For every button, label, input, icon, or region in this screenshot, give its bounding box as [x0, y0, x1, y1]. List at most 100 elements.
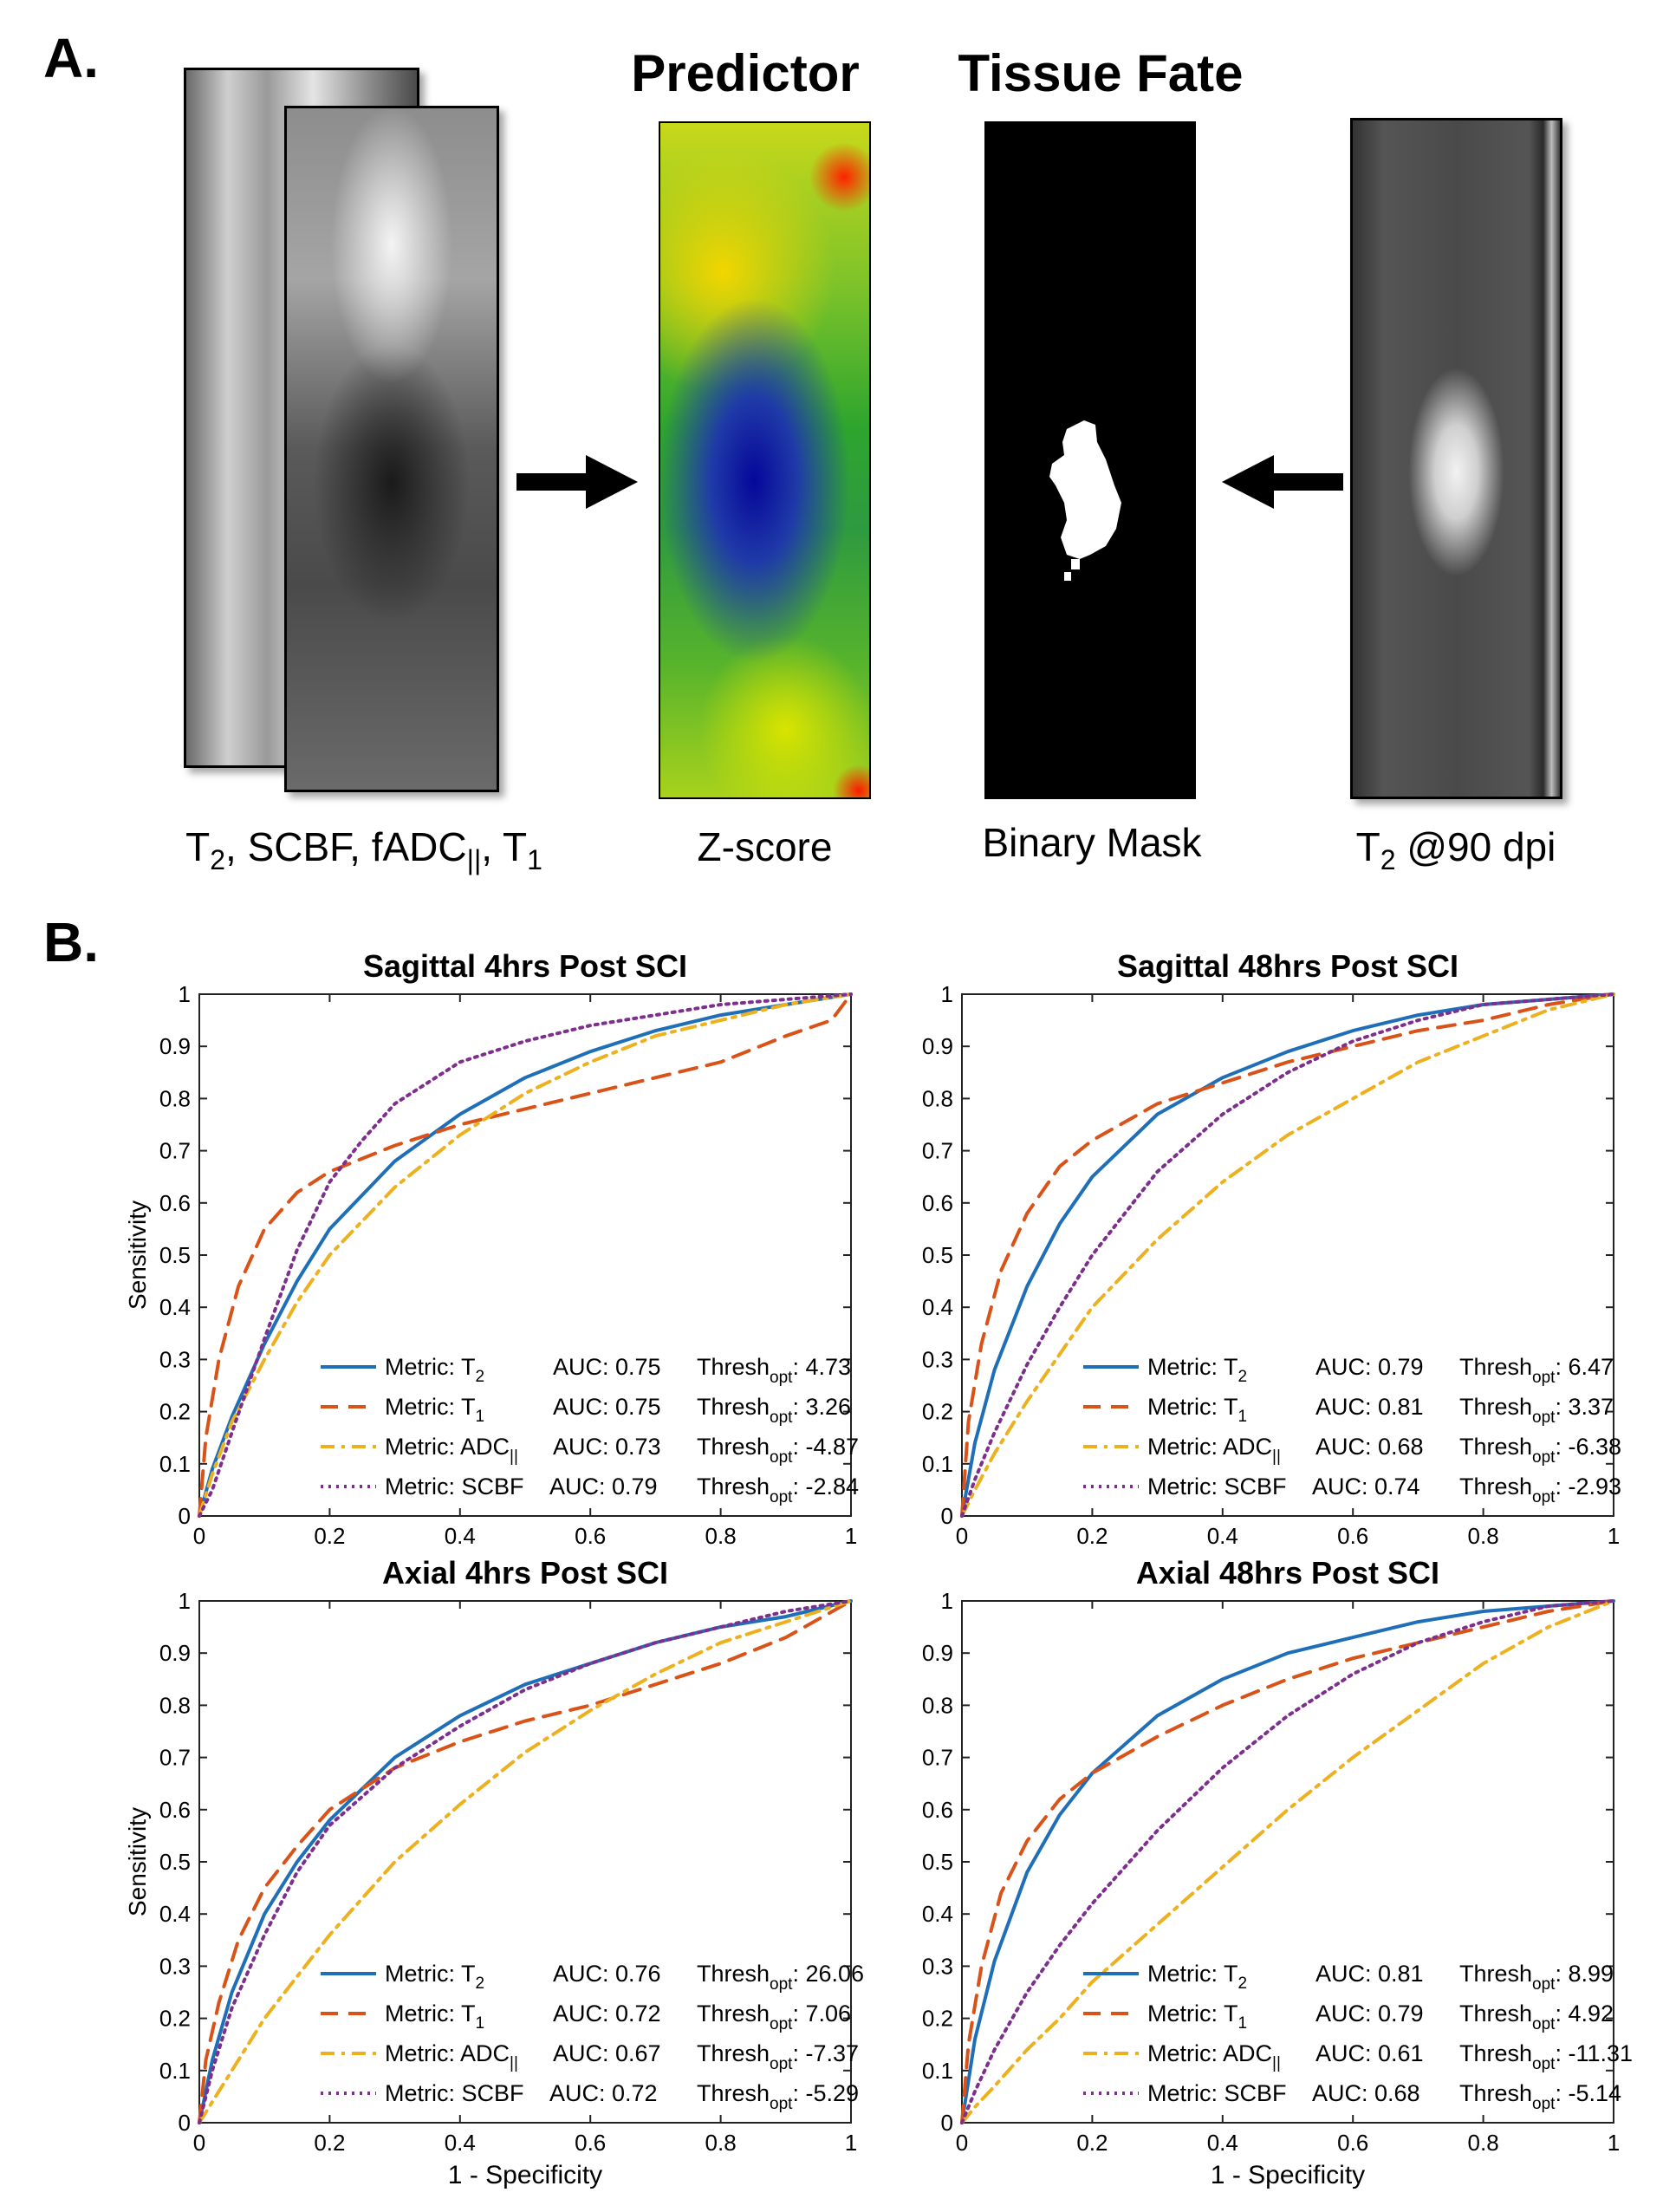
- legend-metric-text: Metric: T: [1147, 1961, 1238, 1987]
- chart-title: Axial 48hrs Post SCI: [1136, 1555, 1439, 1591]
- x-tick-label: 0.6: [575, 1523, 606, 1549]
- y-tick-label: 1: [179, 981, 191, 1007]
- legend-metric-subscript: 2: [1238, 1368, 1248, 1386]
- legend-thresh-label: Threshopt: 4.92: [1459, 2001, 1614, 2033]
- y-tick-label: 0.2: [159, 2006, 191, 2032]
- x-tick-label: 0.2: [1076, 2130, 1108, 2156]
- x-tick-label: 0.6: [575, 2130, 606, 2156]
- legend-thresh-label: Threshopt: -7.37: [697, 2040, 859, 2073]
- legend-metric-subscript: 1: [1238, 1408, 1248, 1426]
- legend-metric-label: Metric: ADC||: [385, 1434, 518, 1466]
- plot-area-frame: [961, 993, 1614, 1517]
- legend-thresh-label: Threshopt: 4.73: [697, 1354, 851, 1387]
- legend-metric-subscript: 1: [1238, 2014, 1248, 2033]
- legend-metric-subscript: 1: [476, 2014, 485, 2033]
- y-tick-label: 0: [179, 1503, 191, 1529]
- roc-series-line-adc: [960, 1599, 1615, 2124]
- legend-thresh-label: Threshopt: 3.37: [1459, 1394, 1614, 1427]
- legend-thresh-subscript: opt: [770, 1488, 793, 1506]
- legend-thresh-value: : 3.26: [792, 1394, 851, 1420]
- x-tick-label: 0.4: [445, 1523, 476, 1549]
- legend-thresh-subscript: opt: [1532, 1975, 1556, 1994]
- legend-metric-subscript: 1: [476, 1408, 485, 1426]
- y-tick-label: 0.6: [159, 1797, 191, 1823]
- y-tick-label: 0: [179, 2110, 191, 2136]
- plot-area-frame: [198, 993, 852, 1517]
- x-tick-label: 0.8: [705, 1523, 737, 1549]
- y-tick-label: 0.2: [159, 1399, 191, 1425]
- legend-thresh-label: Threshopt: -2.84: [697, 1474, 859, 1506]
- x-tick-label: 0.8: [1468, 2130, 1499, 2156]
- chart-title: Axial 4hrs Post SCI: [382, 1555, 668, 1591]
- legend-thresh-word: Thresh: [697, 2001, 770, 2027]
- legend-thresh-value: : 6.47: [1555, 1354, 1614, 1380]
- y-tick-label: 0.5: [159, 1849, 191, 1875]
- mri-front-image: [284, 106, 499, 792]
- caption-inputs-pre: T: [185, 824, 211, 869]
- legend-auc-label: AUC: 0.72: [549, 2080, 658, 2106]
- plot-area-frame: [961, 1600, 1614, 2124]
- y-tick-label: 0.2: [922, 1399, 953, 1425]
- legend-thresh-word: Thresh: [697, 1354, 770, 1380]
- legend-metric-text: Metric: ADC: [1147, 2040, 1272, 2066]
- legend-metric-text: Metric: T: [385, 1961, 476, 1987]
- legend-thresh-value: : -5.14: [1555, 2080, 1621, 2106]
- binary-mask-image: [984, 121, 1196, 799]
- legend-metric-label: Metric: SCBF: [1147, 2080, 1287, 2106]
- y-tick-label: 0: [941, 1503, 953, 1529]
- legend-thresh-word: Thresh: [697, 1961, 770, 1987]
- legend-auc-label: AUC: 0.81: [1315, 1394, 1424, 1420]
- legend-metric-subscript: ||: [1272, 1448, 1281, 1466]
- roc-series-line-t1: [960, 992, 1615, 1518]
- legend-auc-label: AUC: 0.81: [1315, 1961, 1424, 1987]
- legend-thresh-subscript: opt: [1532, 1409, 1556, 1427]
- roc-series-line-t1: [198, 992, 853, 1518]
- x-tick-label: 0.4: [1207, 2130, 1238, 2156]
- legend-metric-label: Metric: SCBF: [385, 2080, 524, 2106]
- y-tick-label: 0.7: [159, 1745, 191, 1771]
- x-tick-label: 1: [1608, 2130, 1620, 2156]
- legend-thresh-value: : -4.87: [792, 1434, 859, 1460]
- y-tick-label: 0.8: [922, 1085, 953, 1111]
- roc-chart-sagittal-48hrs: Sagittal 48hrs Post SCI 0 0.1 0.2 0.3 0.4 0.5 0…: [922, 948, 1621, 1549]
- legend-metric-label: Metric: SCBF: [1147, 1474, 1287, 1500]
- y-axis-label: Sensitivity: [124, 1200, 151, 1310]
- roc-chart-sagittal-4hrs: Sagittal 4hrs Post SCI 0 0.1 0.2 0.3 0.4 0.5 0.…: [124, 948, 859, 1549]
- y-tick-label: 0.6: [922, 1190, 953, 1216]
- legend-thresh-label: Threshopt: -6.38: [1459, 1434, 1621, 1467]
- zscore-heatmap-image: [659, 121, 871, 799]
- x-tick-label: 0.8: [1468, 1523, 1499, 1549]
- legend-metric-label: Metric: ADC||: [1147, 1434, 1281, 1466]
- y-tick-label: 0.4: [159, 1901, 191, 1927]
- y-tick-label: 0.9: [159, 1033, 191, 1059]
- caption-t2-90dpi: T2 @90 dpi: [1335, 823, 1577, 876]
- legend-thresh-value: : 7.06: [792, 2001, 851, 2027]
- y-tick-label: 0.1: [922, 2058, 953, 2084]
- y-tick-label: 0.4: [922, 1294, 953, 1320]
- legend-thresh-label: Threshopt: 6.47: [1459, 1354, 1614, 1387]
- caption-binary-mask: Binary Mask: [982, 820, 1202, 865]
- chart-title: Sagittal 4hrs Post SCI: [363, 948, 687, 984]
- legend-thresh-word: Thresh: [1459, 1394, 1532, 1420]
- legend-thresh-subscript: opt: [1532, 1369, 1556, 1387]
- roc-series-line-adc: [198, 1599, 853, 2124]
- legend-metric-text: Metric: SCBF: [1147, 2080, 1287, 2106]
- panel-a-label: A.: [43, 27, 99, 89]
- x-axis-label: 1 - Specificity: [1211, 2161, 1365, 2189]
- legend-auc-label: AUC: 0.79: [1315, 2001, 1424, 2027]
- legend-auc-label: AUC: 0.61: [1315, 2040, 1424, 2066]
- y-tick-label: 0.1: [159, 2058, 191, 2084]
- x-tick-label: 0.2: [314, 2130, 345, 2156]
- y-tick-label: 1: [941, 1588, 953, 1614]
- legend-thresh-word: Thresh: [1459, 1961, 1532, 1987]
- legend-metric-text: Metric: ADC: [385, 1434, 510, 1460]
- legend-metric-text: Metric: ADC: [1147, 1434, 1272, 1460]
- legend-metric-text: Metric: T: [385, 1354, 476, 1380]
- x-tick-label: 0.6: [1337, 2130, 1368, 2156]
- roc-series-line-t2: [960, 1599, 1615, 2124]
- predictor-heading: Predictor: [631, 44, 860, 102]
- legend-metric-label: Metric: T1: [385, 1394, 484, 1426]
- caption-inputs-sub: 2: [210, 844, 226, 876]
- y-tick-label: 0.6: [159, 1190, 191, 1216]
- y-tick-label: 0.5: [159, 1242, 191, 1268]
